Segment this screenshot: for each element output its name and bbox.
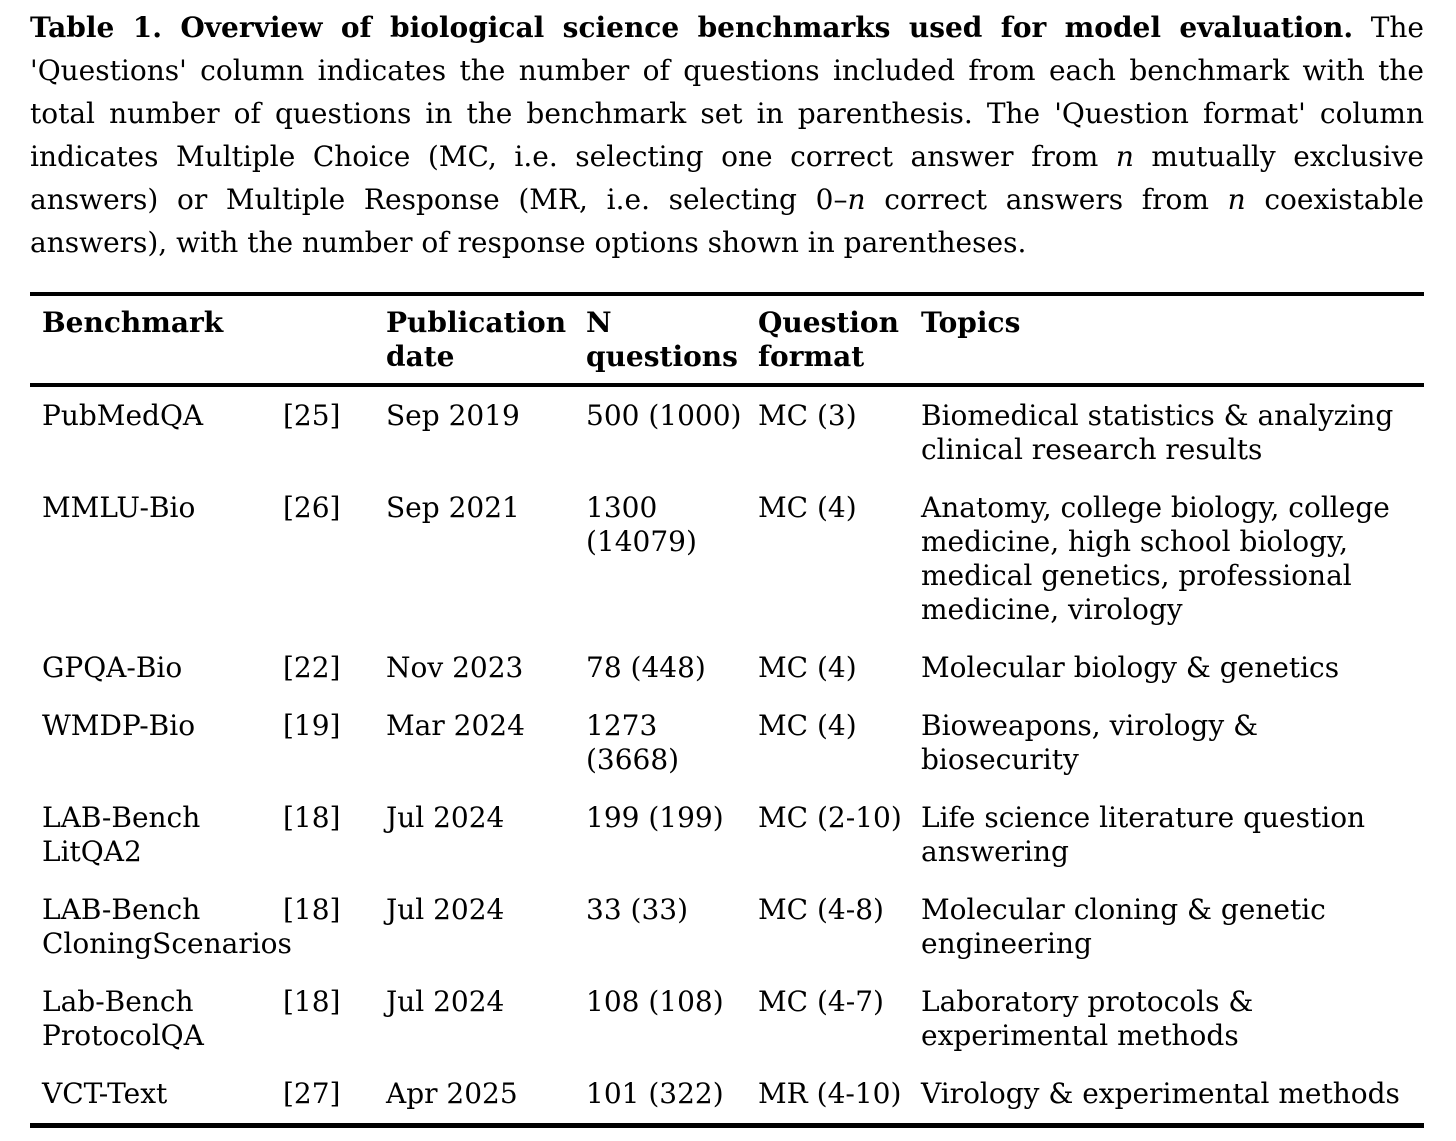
benchmark-name: Lab-Bench ProtocolQA: [42, 985, 204, 1052]
benchmark-citation: [19]: [283, 709, 341, 742]
table-row: VCT-Text [27] Apr 2025 101 (322) MR (4-1…: [30, 1065, 1424, 1126]
table-body: PubMedQA [25] Sep 2019 500 (1000) MC (3)…: [30, 385, 1424, 1126]
publication-date: Sep 2019: [386, 399, 520, 432]
question-format: MC (2-10): [758, 801, 902, 834]
n-questions: 1273 (3668): [586, 709, 680, 776]
question-format: MR (4-10): [758, 1077, 902, 1110]
n-questions: 108 (108): [586, 985, 724, 1018]
table-row: LAB-Bench CloningScenarios [18] Jul 2024…: [30, 881, 1424, 973]
table-row: WMDP-Bio [19] Mar 2024 1273 (3668) MC (4…: [30, 697, 1424, 789]
question-format: MC (4-7): [758, 985, 884, 1018]
benchmark-citation: [18]: [283, 893, 341, 926]
caption-italic-n-2: n: [847, 183, 866, 216]
column-header-publication-date: Publication date: [386, 306, 567, 373]
topics: Biomedical statistics & analyzing clinic…: [921, 399, 1394, 466]
column-header-n-questions: N questions: [586, 306, 738, 373]
column-header-question-format: Question format: [758, 306, 899, 373]
publication-date: Jul 2024: [386, 985, 505, 1018]
topics: Molecular cloning & genetic engineering: [921, 893, 1326, 960]
caption-text-1: The 'Questions' column indicates the num…: [30, 11, 1424, 173]
topics: Life science literature question answeri…: [921, 801, 1366, 868]
benchmark-name: VCT-Text: [42, 1077, 168, 1110]
benchmark-name: MMLU-Bio: [42, 491, 196, 524]
benchmark-name: PubMedQA: [42, 399, 204, 432]
column-header-benchmark: Benchmark: [42, 306, 224, 339]
publication-date: Jul 2024: [386, 801, 505, 834]
publication-date: Apr 2025: [386, 1077, 518, 1110]
topics: Laboratory protocols & experimental meth…: [921, 985, 1254, 1052]
n-questions: 78 (448): [586, 651, 706, 684]
benchmark-citation: [18]: [283, 801, 341, 834]
question-format: MC (4): [758, 709, 857, 742]
caption-italic-n-3: n: [1227, 183, 1246, 216]
benchmark-name: LAB-Bench LitQA2: [42, 801, 201, 868]
n-questions: 1300 (14079): [586, 491, 697, 558]
n-questions: 500 (1000): [586, 399, 742, 432]
benchmark-name: WMDP-Bio: [42, 709, 196, 742]
benchmark-citation: [18]: [283, 985, 341, 1018]
column-header-citation: [283, 294, 386, 385]
n-questions: 33 (33): [586, 893, 689, 926]
question-format: MC (4-8): [758, 893, 884, 926]
n-questions: 101 (322): [586, 1077, 724, 1110]
publication-date: Sep 2021: [386, 491, 520, 524]
table-row: LAB-Bench LitQA2 [18] Jul 2024 199 (199)…: [30, 789, 1424, 881]
n-questions: 199 (199): [586, 801, 724, 834]
benchmark-name: LAB-Bench CloningScenarios: [42, 893, 292, 960]
topics: Bioweapons, virology & biosecurity: [921, 709, 1258, 776]
table-caption: Table 1. Overview of biological science …: [30, 6, 1424, 264]
publication-date: Jul 2024: [386, 893, 505, 926]
caption-italic-n-1: n: [1115, 140, 1134, 173]
topics: Virology & experimental methods: [921, 1077, 1400, 1110]
question-format: MC (3): [758, 399, 857, 432]
benchmarks-table: Benchmark Publication date N questions Q…: [30, 292, 1424, 1128]
caption-text-2: mutually exclusive answers) or Multiple …: [30, 140, 1424, 216]
benchmark-citation: [25]: [283, 399, 341, 432]
header-row: Benchmark Publication date N questions Q…: [30, 294, 1424, 385]
topics: Molecular biology & genetics: [921, 651, 1340, 684]
caption-text-4: coexistable answers), with the number of…: [30, 183, 1424, 259]
table-row: Lab-Bench ProtocolQA [18] Jul 2024 108 (…: [30, 973, 1424, 1065]
column-header-topics: Topics: [921, 306, 1021, 339]
table-header: Benchmark Publication date N questions Q…: [30, 294, 1424, 385]
topics: Anatomy, college biology, college medici…: [921, 491, 1390, 626]
question-format: MC (4): [758, 651, 857, 684]
publication-date: Mar 2024: [386, 709, 525, 742]
caption-title-bold: Table 1. Overview of biological science …: [30, 11, 1354, 44]
benchmark-citation: [26]: [283, 491, 341, 524]
question-format: MC (4): [758, 491, 857, 524]
table-row: PubMedQA [25] Sep 2019 500 (1000) MC (3)…: [30, 385, 1424, 479]
benchmark-citation: [22]: [283, 651, 341, 684]
benchmark-citation: [27]: [283, 1077, 341, 1110]
caption-text-3: correct answers from: [865, 183, 1228, 216]
table-row: MMLU-Bio [26] Sep 2021 1300 (14079) MC (…: [30, 479, 1424, 639]
publication-date: Nov 2023: [386, 651, 524, 684]
table-row: GPQA-Bio [22] Nov 2023 78 (448) MC (4) M…: [30, 639, 1424, 697]
benchmark-name: GPQA-Bio: [42, 651, 183, 684]
